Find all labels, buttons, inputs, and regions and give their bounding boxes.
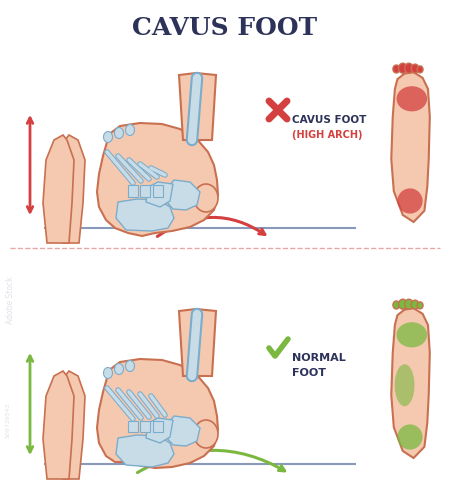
Polygon shape <box>140 421 150 432</box>
Text: FOOT: FOOT <box>292 368 326 378</box>
Polygon shape <box>153 421 163 432</box>
Polygon shape <box>146 418 173 443</box>
Ellipse shape <box>396 322 427 347</box>
Polygon shape <box>43 135 74 243</box>
Ellipse shape <box>411 64 419 73</box>
Ellipse shape <box>411 300 419 309</box>
Ellipse shape <box>393 65 400 73</box>
Ellipse shape <box>194 420 218 448</box>
Ellipse shape <box>417 66 423 73</box>
Text: CAVUS FOOT: CAVUS FOOT <box>132 16 318 40</box>
Polygon shape <box>116 435 174 467</box>
Polygon shape <box>153 185 163 197</box>
Ellipse shape <box>194 184 218 212</box>
Polygon shape <box>128 185 138 197</box>
Text: (HIGH ARCH): (HIGH ARCH) <box>292 130 363 140</box>
Polygon shape <box>128 421 138 432</box>
Ellipse shape <box>104 368 112 378</box>
Polygon shape <box>179 73 216 140</box>
Polygon shape <box>179 309 216 376</box>
Ellipse shape <box>405 63 413 73</box>
Ellipse shape <box>114 128 123 138</box>
Polygon shape <box>392 72 430 222</box>
Polygon shape <box>140 185 150 197</box>
Text: NORMAL: NORMAL <box>292 353 346 363</box>
Ellipse shape <box>397 188 423 214</box>
Ellipse shape <box>405 299 413 309</box>
Polygon shape <box>97 359 218 468</box>
Ellipse shape <box>399 299 407 309</box>
Polygon shape <box>116 199 174 231</box>
Polygon shape <box>392 308 430 458</box>
Ellipse shape <box>417 302 423 309</box>
Ellipse shape <box>126 360 135 372</box>
Text: Adobe Stock: Adobe Stock <box>6 276 15 324</box>
Polygon shape <box>59 135 85 243</box>
Polygon shape <box>43 371 74 479</box>
Polygon shape <box>97 123 218 236</box>
Text: 509729543: 509729543 <box>5 402 10 438</box>
Ellipse shape <box>114 364 123 374</box>
Ellipse shape <box>393 301 400 309</box>
Ellipse shape <box>126 124 135 136</box>
Polygon shape <box>59 371 85 479</box>
Polygon shape <box>146 182 173 207</box>
Ellipse shape <box>104 132 112 142</box>
Text: CAVUS FOOT: CAVUS FOOT <box>292 115 366 125</box>
Ellipse shape <box>395 364 414 406</box>
Polygon shape <box>166 416 200 446</box>
Polygon shape <box>166 180 200 210</box>
Ellipse shape <box>397 424 423 450</box>
Ellipse shape <box>396 86 427 112</box>
Ellipse shape <box>399 63 407 73</box>
